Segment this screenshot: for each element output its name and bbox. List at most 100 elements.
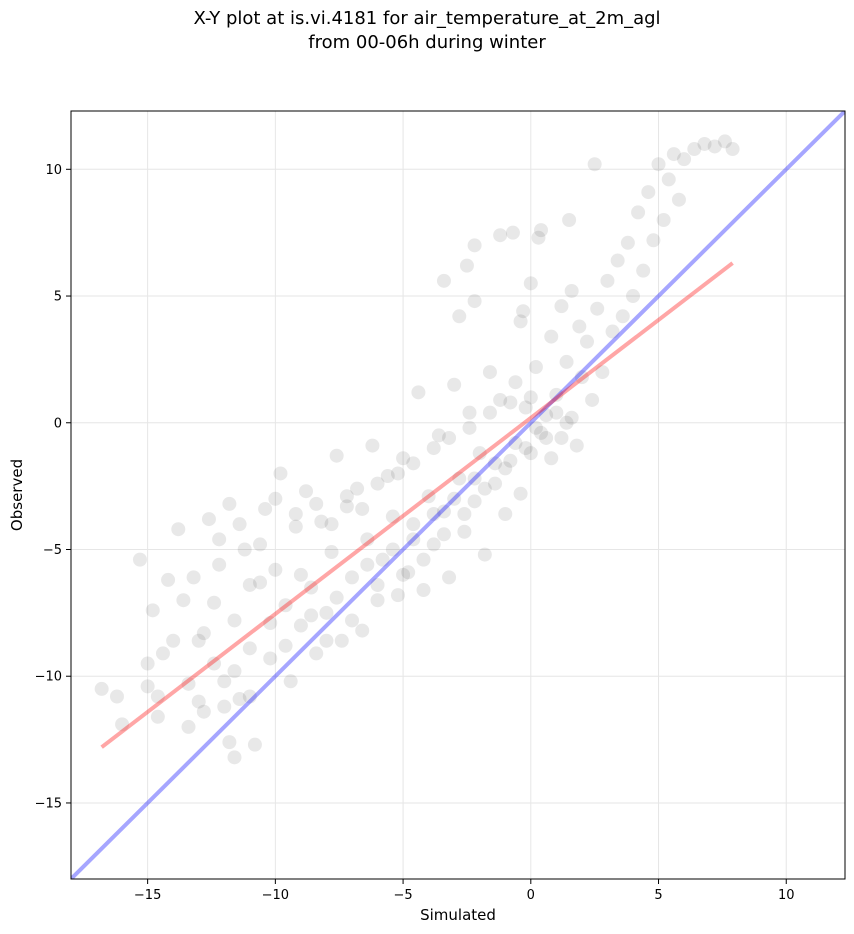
scatter-point [263,616,278,630]
y-axis-label: Observed [8,459,26,531]
scatter-point [411,385,426,400]
scatter-point [273,466,288,481]
scatter-point [661,172,676,187]
scatter-point [350,481,365,496]
scatter-point [416,583,431,598]
scatter-point [467,494,482,509]
scatter-point [580,334,594,349]
scatter-point [656,212,671,227]
scatter-point [385,542,400,557]
scatter-point [293,567,308,582]
data-points [94,134,740,765]
scatter-point [564,410,579,425]
scatter-point [247,737,262,752]
scatter-point [171,522,186,537]
scatter-point [493,392,508,407]
x-axis-label: Simulated [420,906,496,924]
scatter-point [278,598,293,613]
scatter-point [115,717,130,732]
scatter-point [503,453,518,468]
scatter-point [176,593,191,608]
scatter-point [488,456,503,471]
scatter-point [457,507,472,522]
scatter-point [498,461,513,476]
scatter-point [482,405,497,420]
scatter-point [406,517,421,532]
scatter-point [615,309,630,324]
scatter-point [554,299,569,314]
scatter-point [539,430,554,445]
scatter-point [232,517,247,532]
scatter-point [319,605,334,620]
scatter-point [503,395,518,410]
scatter-point [641,185,656,200]
scatter-point [365,438,380,453]
scatter-point [324,517,339,532]
reference-lines [71,111,845,879]
scatter-point [459,258,474,273]
scatter-point [278,638,293,653]
scatter-point [191,694,206,709]
scatter-point [319,633,334,648]
scatter-point [161,572,176,587]
scatter-point [268,562,283,577]
scatter-point [406,456,421,471]
scatter-point [355,501,370,516]
scatter-point [636,263,651,278]
scatter-point [181,719,196,734]
scatter-point [212,532,227,547]
scatter-point [620,235,635,250]
scatter-point [355,623,370,638]
y-tick-label: 5 [54,290,62,305]
scatter-point [677,152,692,167]
scatter-point [651,157,666,172]
y-tick-label: 10 [45,163,62,178]
scatter-point [549,387,564,402]
scatter-point [385,509,400,524]
scatter-point [334,633,349,648]
scatter-point [595,365,610,380]
x-tick-label: −10 [262,888,289,903]
scatter-point [217,674,232,689]
scatter-point [505,225,520,240]
scatter-point [523,446,538,461]
scatter-point [587,157,602,172]
scatter-point [150,689,165,704]
scatter-point [201,512,216,527]
scatter-point [600,273,615,288]
scatter-point [534,425,549,440]
scatter-point [132,552,147,567]
scatter-point [227,613,242,628]
scatter-point [610,253,625,268]
scatter-point [572,319,587,334]
y-tick-label: −15 [35,796,62,811]
scatter-point [666,147,681,162]
scatter-point [401,565,416,580]
scatter-point [559,354,574,369]
scatter-point [370,593,385,608]
scatter-point [370,577,385,592]
scatter-point [304,608,319,623]
scatter-point [309,646,324,661]
y-tick-label: −5 [43,543,62,558]
scatter-point [375,552,390,567]
scatter-point [452,471,467,486]
scatter-point [508,436,523,451]
scatter-point [145,603,160,618]
scatter-point [150,709,165,724]
scatter-point [207,595,222,610]
scatter-point [196,626,211,641]
scatter-point [531,230,546,245]
scatter-point [217,699,232,714]
scatter-point [707,139,722,154]
y-tick-label: 0 [54,416,62,431]
scatter-point [442,570,457,585]
scatter-point [585,392,600,407]
scatter-point [344,570,359,585]
scatter-point [590,301,605,316]
scatter-point [631,205,646,220]
regression-fit-line [100,261,734,749]
scatter-point [513,314,528,329]
scatter-point [697,136,712,151]
